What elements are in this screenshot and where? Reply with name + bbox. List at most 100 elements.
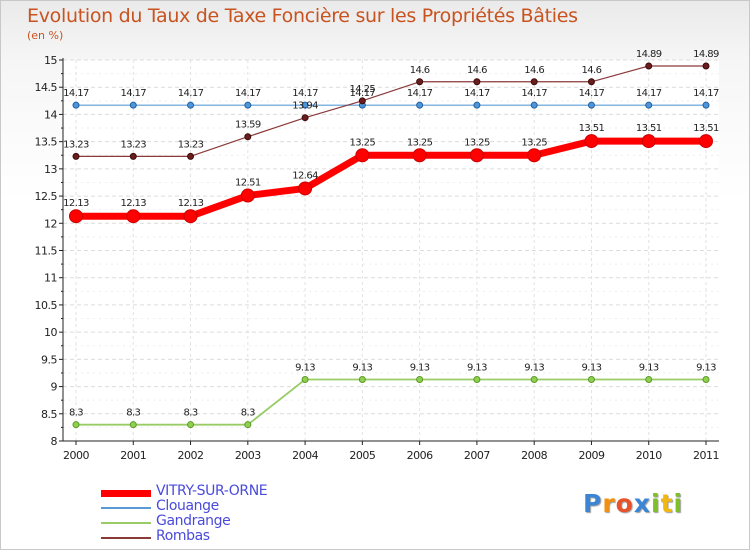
data-label-rombas: 14.25 [350, 84, 376, 95]
data-label-gandrange: 9.13 [639, 362, 659, 373]
data-point-clouange [473, 101, 481, 109]
y-tick-label: 11 [44, 272, 57, 285]
data-label-rombas: 14.6 [524, 65, 544, 76]
data-point-vitry-sur-orne [641, 134, 656, 149]
logo-letter: i [673, 489, 684, 518]
x-tick-label: 2001 [120, 449, 146, 462]
data-point-rombas [416, 78, 424, 86]
data-label-clouange: 14.17 [235, 88, 261, 99]
y-tick-label: 9 [51, 381, 58, 394]
data-label-clouange: 14.17 [579, 88, 605, 99]
data-point-rombas [702, 62, 710, 70]
data-label-vitry-sur-orne: 13.51 [579, 123, 605, 134]
data-label-vitry-sur-orne: 13.25 [521, 137, 547, 148]
data-label-vitry-sur-orne: 13.25 [464, 137, 490, 148]
data-label-vitry-sur-orne: 12.64 [292, 170, 318, 181]
data-point-vitry-sur-orne [240, 188, 255, 203]
logo-letter: x [633, 489, 651, 518]
data-label-gandrange: 8.3 [126, 408, 140, 419]
y-tick-label: 8.5 [41, 408, 57, 421]
data-point-clouange [301, 101, 309, 109]
data-label-gandrange: 9.13 [410, 362, 430, 373]
data-label-gandrange: 9.13 [467, 362, 487, 373]
logo-letter: i [651, 489, 661, 518]
series-line-vitry-sur-orne [72, 137, 710, 220]
data-label-gandrange: 8.3 [183, 408, 197, 419]
data-point-rombas [301, 114, 309, 122]
data-label-gandrange: 9.13 [352, 362, 372, 373]
data-point-rombas [587, 78, 595, 86]
data-label-vitry-sur-orne: 12.13 [63, 198, 89, 209]
series-gandrange [72, 375, 710, 429]
data-point-rombas [530, 78, 538, 86]
data-label-rombas: 14.89 [693, 49, 719, 60]
data-point-clouange [645, 101, 653, 109]
data-point-gandrange [72, 421, 80, 429]
legend-label-clouange: Clouange [156, 498, 219, 514]
legend-swatch-rombas [101, 537, 151, 539]
data-label-gandrange: 9.13 [696, 362, 716, 373]
grid-layer [63, 59, 719, 442]
data-label-gandrange: 9.13 [295, 362, 315, 373]
y-tick-label: 8 [51, 435, 58, 448]
legend-label-rombas: Rombas [156, 528, 210, 544]
x-tick-label: 2005 [349, 449, 375, 462]
data-label-rombas: 14.6 [582, 65, 602, 76]
x-tick-label: 2009 [578, 449, 604, 462]
logo-letter: t [660, 489, 674, 518]
data-label-rombas: 13.59 [235, 120, 261, 131]
data-label-clouange: 14.17 [120, 88, 146, 99]
data-label-clouange: 14.17 [178, 88, 204, 99]
data-label-vitry-sur-orne: 12.13 [178, 198, 204, 209]
proxiti-logo: Proxiti [583, 489, 683, 518]
data-label-rombas: 13.94 [292, 101, 318, 112]
y-tick-label: 15 [44, 54, 57, 67]
data-label-rombas: 13.23 [120, 139, 146, 150]
data-point-clouange [416, 101, 424, 109]
data-label-clouange: 14.17 [350, 88, 376, 99]
data-point-rombas [473, 78, 481, 86]
data-point-gandrange [645, 375, 653, 383]
data-point-vitry-sur-orne [699, 134, 713, 149]
y-tick-label: 13 [44, 163, 57, 176]
y-tick-label: 9.5 [41, 353, 57, 366]
legend-label-vitry-sur-orne: VITRY-SUR-ORNE [156, 483, 268, 499]
data-label-clouange: 14.17 [63, 88, 89, 99]
data-point-gandrange [187, 421, 195, 429]
data-point-clouange [244, 101, 252, 109]
data-label-rombas: 14.6 [410, 65, 430, 76]
data-point-gandrange [244, 421, 252, 429]
x-tick-label: 2003 [235, 449, 261, 462]
x-tick-label: 2004 [292, 449, 318, 462]
data-label-clouange: 14.17 [464, 88, 490, 99]
data-point-rombas [129, 152, 137, 160]
data-point-gandrange [530, 375, 538, 383]
data-point-rombas [72, 152, 80, 160]
data-point-clouange [587, 101, 595, 109]
data-point-vitry-sur-orne [183, 209, 198, 224]
x-tick-label: 2000 [63, 449, 89, 462]
data-label-rombas: 14.6 [467, 65, 487, 76]
data-point-rombas [358, 97, 366, 105]
data-point-vitry-sur-orne [126, 209, 141, 224]
x-tick-label: 2010 [636, 449, 662, 462]
series-line-rombas [75, 65, 707, 157]
data-label-gandrange: 9.13 [582, 362, 602, 373]
data-label-rombas: 14.89 [636, 49, 662, 60]
data-point-vitry-sur-orne [469, 148, 484, 163]
data-label-gandrange: 8.3 [241, 408, 255, 419]
logo-letter: P [583, 489, 603, 518]
y-tick-label: 14 [44, 108, 57, 121]
data-point-gandrange [301, 375, 309, 383]
y-tick-label: 10 [44, 326, 57, 339]
data-point-clouange [702, 101, 710, 109]
data-label-layer: 8.3 8.3 8.3 8.3 9.13 9.13 9.13 9.13 9.13 9.13 9.13… [63, 49, 719, 419]
y-tick-label: 12 [44, 217, 57, 230]
data-label-rombas: 13.23 [63, 139, 89, 150]
data-point-vitry-sur-orne [527, 148, 542, 163]
data-point-vitry-sur-orne [355, 148, 370, 163]
data-label-vitry-sur-orne: 13.25 [407, 137, 433, 148]
data-label-clouange: 14.17 [292, 88, 318, 99]
